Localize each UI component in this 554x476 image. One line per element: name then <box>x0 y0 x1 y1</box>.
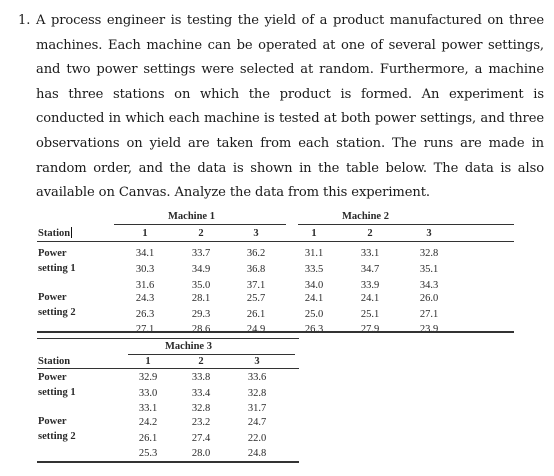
yield-value-cell: 31.1 <box>304 248 324 259</box>
bottom-rule <box>37 331 514 333</box>
yield-value-cell: 33.4 <box>191 388 211 399</box>
yield-value-cell: 27.9 <box>360 324 380 335</box>
station-number: 3 <box>254 356 260 367</box>
yield-value-cell: 24.2 <box>138 417 158 428</box>
power-label-line: setting 2 <box>38 307 76 318</box>
yield-value-cell: 25.7 <box>246 293 266 304</box>
power-label-line: Power <box>38 416 67 427</box>
yield-value-cell: 36.8 <box>246 264 266 275</box>
yield-value-cell: 33.7 <box>191 248 211 259</box>
power-label-line: setting 2 <box>38 431 76 442</box>
power-setting-1-label: Power setting 1 <box>38 246 76 276</box>
yield-value-cell: 33.5 <box>304 264 324 275</box>
yield-value-cell: 37.1 <box>246 280 266 291</box>
station-number: 2 <box>198 228 204 239</box>
yield-value-cell: 28.6 <box>191 324 211 335</box>
station-number: 1 <box>142 228 148 239</box>
bottom-rule <box>37 461 299 463</box>
station-number: 2 <box>367 228 373 239</box>
yield-value-cell: 27.1 <box>135 324 155 335</box>
yield-value-cell: 31.6 <box>135 280 155 291</box>
yield-value-cell: 32.9 <box>138 372 158 383</box>
yield-value-cell: 24.8 <box>247 448 267 459</box>
yield-value-cell: 22.0 <box>247 433 267 444</box>
yield-value-cell: 25.3 <box>138 448 158 459</box>
power-label-line: Power <box>38 292 67 303</box>
yield-value-cell: 34.1 <box>135 248 155 259</box>
yield-value-cell: 26.3 <box>304 324 324 335</box>
station-number: 2 <box>198 356 204 367</box>
yield-value-cell: 32.8 <box>247 388 267 399</box>
station-header: Station <box>38 356 71 367</box>
machine-3-header: Machine 3 <box>165 341 212 352</box>
station-number: 3 <box>426 228 432 239</box>
problem-number: 1. <box>18 13 31 28</box>
text-cursor <box>71 227 73 238</box>
yield-value-cell: 23.9 <box>419 324 439 335</box>
yield-value-cell: 33.9 <box>360 280 380 291</box>
power-label-line: Power <box>38 372 67 383</box>
yield-value-cell: 30.3 <box>135 264 155 275</box>
yield-value-cell: 35.1 <box>419 264 439 275</box>
yield-value-cell: 24.9 <box>246 324 266 335</box>
yield-value-cell: 24.7 <box>247 417 267 428</box>
power-label-line: setting 1 <box>38 387 76 398</box>
yield-value-cell: 29.3 <box>191 309 211 320</box>
problem-text: A process engineer is testing the yield … <box>36 13 544 201</box>
power-setting-2-label: Power setting 2 <box>38 290 76 320</box>
machine-3-underline <box>128 354 295 355</box>
machine-2-header: Machine 2 <box>342 211 389 222</box>
yield-value-cell: 23.2 <box>191 417 211 428</box>
yield-value-cell: 25.0 <box>304 309 324 320</box>
power-setting-2-label: Power setting 2 <box>38 414 76 444</box>
station-header: Station <box>38 227 73 239</box>
top-rule <box>37 338 299 339</box>
yield-value-cell: 26.3 <box>135 309 155 320</box>
machine-2-underline <box>298 224 514 225</box>
yield-value-cell: 24.1 <box>360 293 380 304</box>
yield-value-cell: 33.1 <box>360 248 380 259</box>
yield-value-cell: 28.0 <box>191 448 211 459</box>
yield-value-cell: 31.7 <box>247 403 267 414</box>
problem-statement: 1. A process engineer is testing the yie… <box>18 9 544 206</box>
yield-value-cell: 33.6 <box>247 372 267 383</box>
yield-value-cell: 32.8 <box>419 248 439 259</box>
yield-value-cell: 35.0 <box>191 280 211 291</box>
yield-value-cell: 34.0 <box>304 280 324 291</box>
machine-1-underline <box>114 224 286 225</box>
station-number: 1 <box>311 228 317 239</box>
yield-value-cell: 33.1 <box>138 403 158 414</box>
yield-value-cell: 26.1 <box>138 433 158 444</box>
power-setting-1-label: Power setting 1 <box>38 370 76 400</box>
header-rule <box>37 368 299 369</box>
yield-value-cell: 28.1 <box>191 293 211 304</box>
station-number: 3 <box>253 228 259 239</box>
yield-value-cell: 33.0 <box>138 388 158 399</box>
station-header-text: Station <box>38 228 71 239</box>
yield-value-cell: 27.4 <box>191 433 211 444</box>
yield-value-cell: 34.7 <box>360 264 380 275</box>
yield-value-cell: 26.0 <box>419 293 439 304</box>
yield-value-cell: 27.1 <box>419 309 439 320</box>
yield-value-cell: 26.1 <box>246 309 266 320</box>
power-label-line: Power <box>38 248 67 259</box>
yield-value-cell: 25.1 <box>360 309 380 320</box>
yield-value-cell: 34.9 <box>191 264 211 275</box>
yield-value-cell: 24.1 <box>304 293 324 304</box>
yield-value-cell: 33.8 <box>191 372 211 383</box>
yield-value-cell: 24.3 <box>135 293 155 304</box>
yield-value-cell: 32.8 <box>191 403 211 414</box>
yield-value-cell: 36.2 <box>246 248 266 259</box>
machine-1-header: Machine 1 <box>168 211 215 222</box>
yield-value-cell: 34.3 <box>419 280 439 291</box>
power-label-line: setting 1 <box>38 263 76 274</box>
header-rule <box>37 241 514 242</box>
station-number: 1 <box>145 356 151 367</box>
